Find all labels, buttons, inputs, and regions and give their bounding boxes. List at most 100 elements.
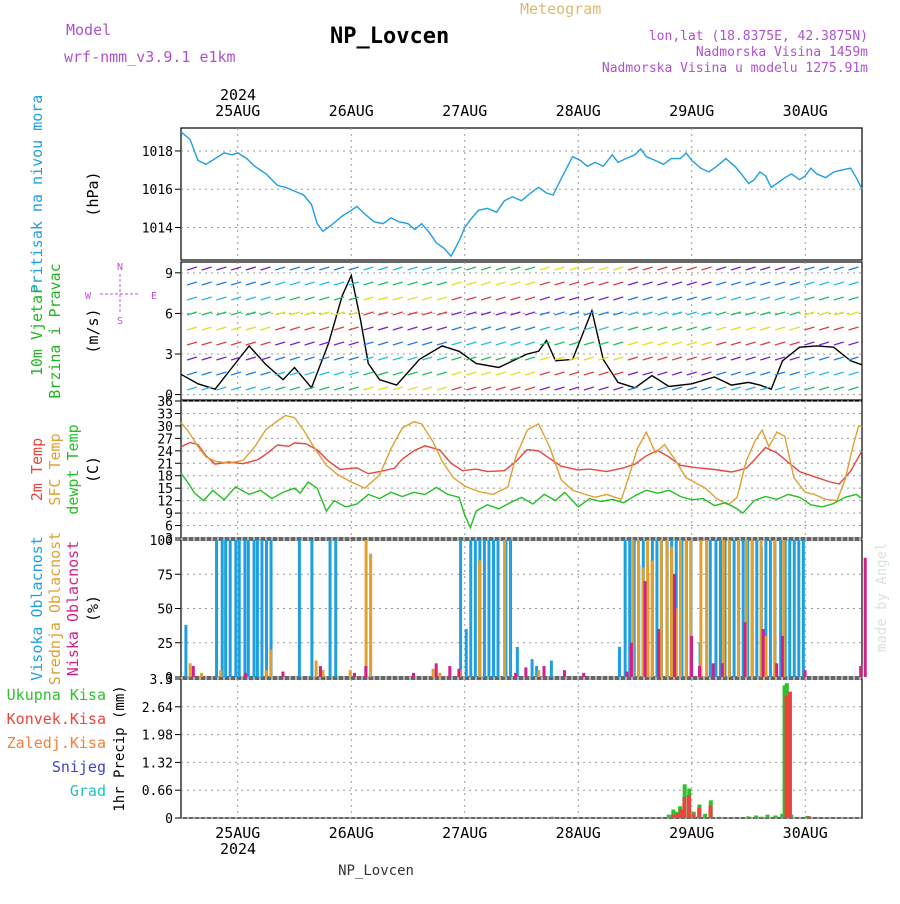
wind-barb: [407, 281, 418, 286]
wind-barb: [804, 356, 815, 361]
bar-cloud: [524, 667, 528, 677]
wind-barb: [848, 281, 859, 286]
wind-barb: [333, 386, 345, 391]
wind-barb: [789, 296, 800, 301]
wind-barb: [774, 266, 786, 271]
wind-barb: [583, 326, 595, 331]
wind-barb: [804, 296, 815, 301]
wind-barb: [480, 371, 492, 376]
wind-barb: [466, 296, 477, 301]
wind-barb: [598, 371, 609, 376]
wind-barb: [348, 311, 359, 316]
date-label-top: 29AUG: [669, 102, 714, 120]
axis-label-unit: (hPa): [84, 171, 102, 216]
wind-barb: [524, 266, 536, 271]
wind-barb: [363, 371, 374, 376]
wind-barb: [230, 326, 242, 331]
wind-barb: [833, 386, 845, 391]
wind-barb: [436, 371, 448, 376]
wind-barb: [304, 281, 315, 286]
bar-cloud: [788, 540, 792, 677]
panel-pressure: 1014 1016 1018 Pritisak na nivou mora (hPa): [28, 95, 863, 293]
wind-barb: [730, 371, 742, 376]
wind-barb: [686, 281, 698, 286]
wind-barb: [848, 371, 859, 376]
wind-barb: [466, 311, 477, 316]
bar-cloud: [750, 540, 754, 677]
wind-barb: [554, 371, 565, 376]
y-tick-label: 0.66: [142, 784, 173, 799]
wind-barb: [201, 341, 212, 346]
wind-barb: [230, 266, 242, 271]
panels: 1014 1016 1018 Pritisak na nivou mora (hPa) 0…: [7, 95, 867, 827]
wind-barb: [701, 341, 712, 346]
wind-barb: [583, 311, 595, 316]
date-label-top: 27AUG: [442, 102, 487, 120]
wind-barb: [186, 386, 198, 391]
wind-barb: [583, 371, 595, 376]
wind-barb: [201, 326, 212, 331]
wind-barb: [701, 296, 712, 301]
wind-barb: [583, 341, 595, 346]
bar-cloud: [698, 666, 702, 677]
bar-cloud: [369, 553, 373, 677]
wind-barb: [627, 296, 639, 301]
series-line: [180, 472, 863, 530]
wind-barb: [554, 356, 565, 361]
wind-barb: [260, 341, 271, 346]
year-top: 2024: [220, 86, 256, 104]
wind-barb: [466, 266, 477, 271]
wind-barb: [216, 266, 227, 271]
bar-cloud: [863, 557, 867, 677]
wind-barbs: [186, 266, 859, 391]
wind-barb: [495, 326, 506, 331]
bar-cloud: [514, 672, 518, 677]
bar-cloud: [464, 629, 468, 677]
wind-barb: [392, 281, 404, 286]
wind-barb: [436, 356, 448, 361]
wind-barb: [818, 341, 830, 346]
bar-precip: [746, 816, 751, 818]
wind-barb: [392, 326, 404, 331]
panel-wind: 0 3 6 9 10m Vjetar Brzina i Pravac (m/s) N S W E: [28, 261, 863, 404]
bar-cloud: [434, 663, 438, 677]
bar-cloud: [269, 649, 273, 677]
axis-label-name: SFC Temp: [46, 433, 64, 505]
wind-barb: [436, 281, 448, 286]
bar-cloud: [646, 540, 650, 677]
y-tick-label: 3: [165, 532, 173, 547]
bar-cloud: [741, 540, 745, 677]
wind-barb: [510, 371, 521, 376]
wind-barb: [436, 386, 448, 391]
wind-barb: [789, 371, 800, 376]
wind-barb: [760, 341, 771, 346]
wind-barb: [774, 281, 786, 286]
wind-barb: [774, 371, 786, 376]
wind-barb: [392, 296, 404, 301]
wind-barb: [789, 311, 800, 316]
axis-label-name: Brzina i Pravac: [46, 263, 64, 398]
bar-cloud: [657, 629, 661, 677]
wind-barb: [245, 281, 257, 286]
panel-frame: [180, 261, 863, 401]
bar-cloud: [184, 624, 188, 677]
wind-barb: [289, 296, 301, 301]
bar-cloud: [473, 540, 477, 677]
wind-barb: [451, 341, 462, 346]
wind-barb: [201, 371, 212, 376]
wind-barb: [377, 296, 389, 301]
wind-barb: [333, 281, 345, 286]
bar-precip: [703, 813, 708, 818]
wind-barb: [392, 341, 404, 346]
wind-barb: [715, 281, 727, 286]
bar-cloud: [803, 670, 807, 677]
bar-cloud: [448, 666, 452, 677]
wind-barb: [274, 371, 286, 376]
bar-cloud: [623, 540, 627, 677]
bar-cloud: [487, 540, 491, 677]
wind-barb: [466, 326, 477, 331]
wind-barb: [466, 356, 477, 361]
wind-barb: [274, 356, 286, 361]
wind-barb: [613, 281, 624, 286]
wind-barb: [524, 281, 536, 286]
